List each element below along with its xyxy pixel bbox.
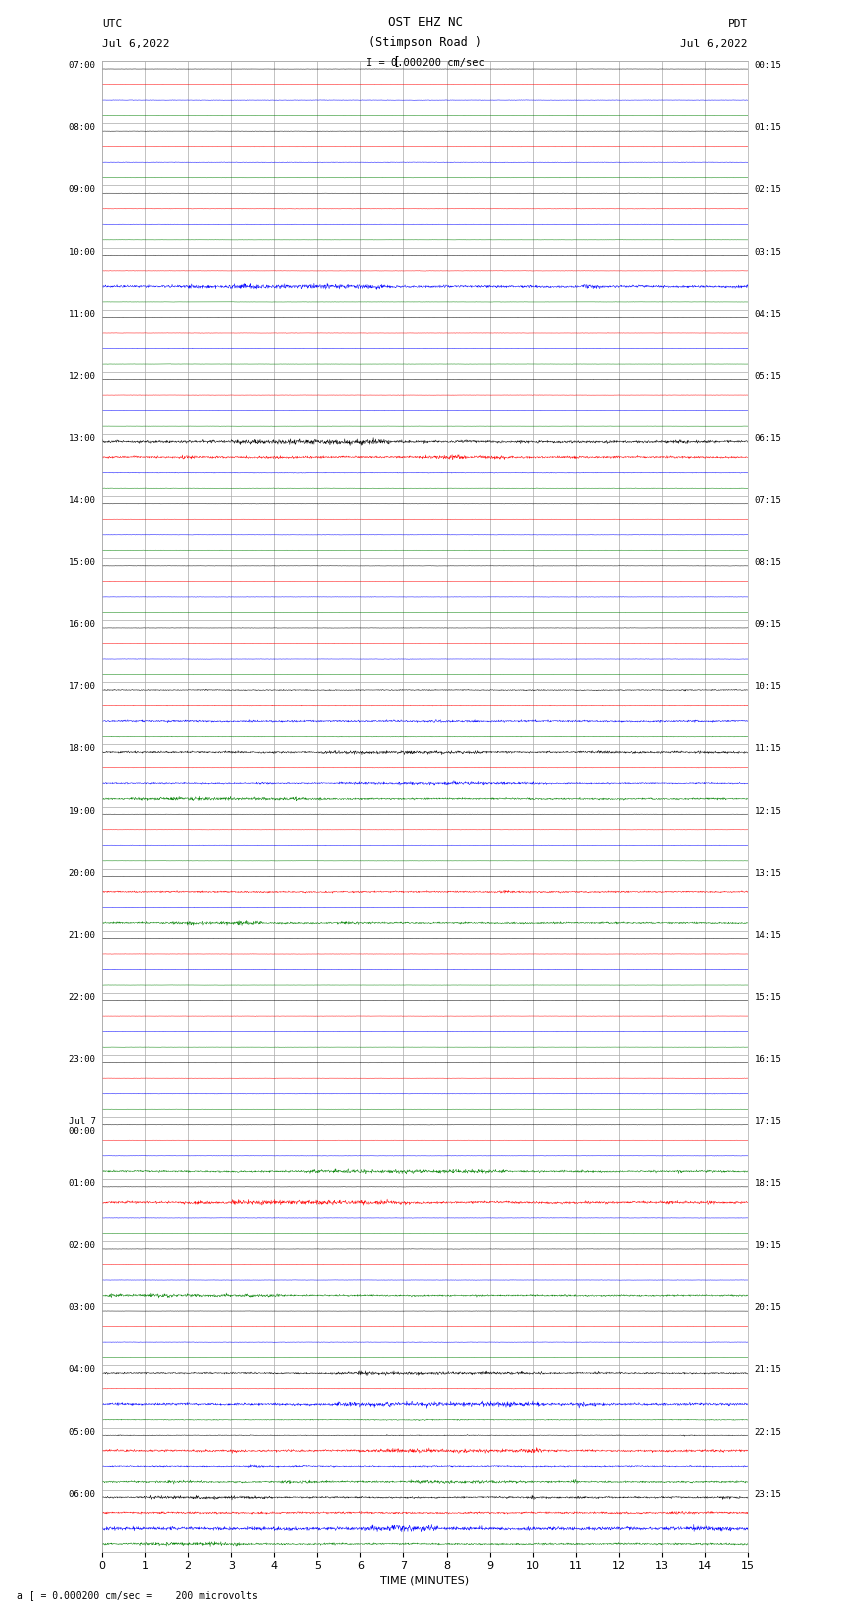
Text: 13:00: 13:00 — [69, 434, 95, 444]
Text: 14:00: 14:00 — [69, 497, 95, 505]
Text: 02:15: 02:15 — [755, 185, 781, 195]
Text: [: [ — [392, 55, 400, 68]
Text: 16:15: 16:15 — [755, 1055, 781, 1065]
Text: 09:15: 09:15 — [755, 621, 781, 629]
Text: 04:15: 04:15 — [755, 310, 781, 319]
Text: 05:15: 05:15 — [755, 373, 781, 381]
Text: 21:15: 21:15 — [755, 1365, 781, 1374]
Text: 11:15: 11:15 — [755, 744, 781, 753]
Text: 17:00: 17:00 — [69, 682, 95, 692]
Text: 15:15: 15:15 — [755, 994, 781, 1002]
Text: 09:00: 09:00 — [69, 185, 95, 195]
Text: 22:00: 22:00 — [69, 994, 95, 1002]
Text: 19:00: 19:00 — [69, 806, 95, 816]
Text: 06:00: 06:00 — [69, 1490, 95, 1498]
Text: 16:00: 16:00 — [69, 621, 95, 629]
Text: 01:00: 01:00 — [69, 1179, 95, 1189]
Text: 12:00: 12:00 — [69, 373, 95, 381]
Text: 08:15: 08:15 — [755, 558, 781, 568]
X-axis label: TIME (MINUTES): TIME (MINUTES) — [381, 1576, 469, 1586]
Text: 14:15: 14:15 — [755, 931, 781, 940]
Text: 01:15: 01:15 — [755, 124, 781, 132]
Text: 00:15: 00:15 — [755, 61, 781, 71]
Text: (Stimpson Road ): (Stimpson Road ) — [368, 37, 482, 50]
Text: Jul 7
00:00: Jul 7 00:00 — [69, 1118, 95, 1137]
Text: OST EHZ NC: OST EHZ NC — [388, 16, 462, 29]
Text: 21:00: 21:00 — [69, 931, 95, 940]
Text: 23:00: 23:00 — [69, 1055, 95, 1065]
Text: 22:15: 22:15 — [755, 1428, 781, 1437]
Text: I = 0.000200 cm/sec: I = 0.000200 cm/sec — [366, 58, 484, 68]
Text: 11:00: 11:00 — [69, 310, 95, 319]
Text: 13:15: 13:15 — [755, 868, 781, 877]
Text: 07:00: 07:00 — [69, 61, 95, 71]
Text: Jul 6,2022: Jul 6,2022 — [102, 39, 169, 50]
Text: 19:15: 19:15 — [755, 1242, 781, 1250]
Text: PDT: PDT — [728, 18, 748, 29]
Text: 07:15: 07:15 — [755, 497, 781, 505]
Text: 23:15: 23:15 — [755, 1490, 781, 1498]
Text: a [ = 0.000200 cm/sec =    200 microvolts: a [ = 0.000200 cm/sec = 200 microvolts — [17, 1590, 258, 1600]
Text: 06:15: 06:15 — [755, 434, 781, 444]
Text: 03:00: 03:00 — [69, 1303, 95, 1313]
Text: 10:00: 10:00 — [69, 248, 95, 256]
Text: 18:00: 18:00 — [69, 744, 95, 753]
Text: 12:15: 12:15 — [755, 806, 781, 816]
Text: 18:15: 18:15 — [755, 1179, 781, 1189]
Text: 20:00: 20:00 — [69, 868, 95, 877]
Text: 08:00: 08:00 — [69, 124, 95, 132]
Text: 04:00: 04:00 — [69, 1365, 95, 1374]
Text: 03:15: 03:15 — [755, 248, 781, 256]
Text: 02:00: 02:00 — [69, 1242, 95, 1250]
Text: 05:00: 05:00 — [69, 1428, 95, 1437]
Text: 17:15: 17:15 — [755, 1118, 781, 1126]
Text: 10:15: 10:15 — [755, 682, 781, 692]
Text: 15:00: 15:00 — [69, 558, 95, 568]
Text: UTC: UTC — [102, 18, 122, 29]
Text: Jul 6,2022: Jul 6,2022 — [681, 39, 748, 50]
Text: 20:15: 20:15 — [755, 1303, 781, 1313]
